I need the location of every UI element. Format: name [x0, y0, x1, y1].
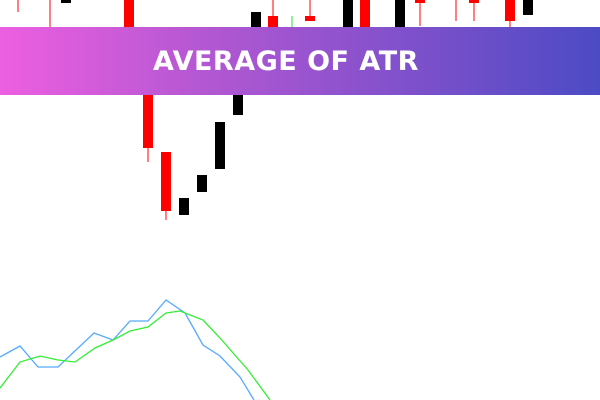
candle-body [505, 0, 515, 21]
candle-body [395, 0, 405, 40]
candle-body [124, 0, 134, 40]
atr-average-line [0, 310, 271, 400]
candle-body [360, 0, 370, 40]
candle-body [469, 0, 479, 3]
banner-title: AVERAGE OF ATR [153, 45, 419, 77]
candle-body [415, 0, 425, 3]
candle-body [179, 198, 189, 215]
candle-body [523, 0, 533, 15]
candle-body [305, 16, 315, 21]
candle-body [251, 12, 261, 40]
title-banner: AVERAGE OF ATR [0, 27, 600, 95]
candle-body [343, 0, 353, 40]
candle-body [197, 175, 207, 192]
candle-body [143, 60, 153, 148]
atr-line [0, 299, 255, 400]
candle-body [61, 0, 71, 3]
candle-body [215, 122, 225, 169]
candle-body [161, 152, 171, 211]
